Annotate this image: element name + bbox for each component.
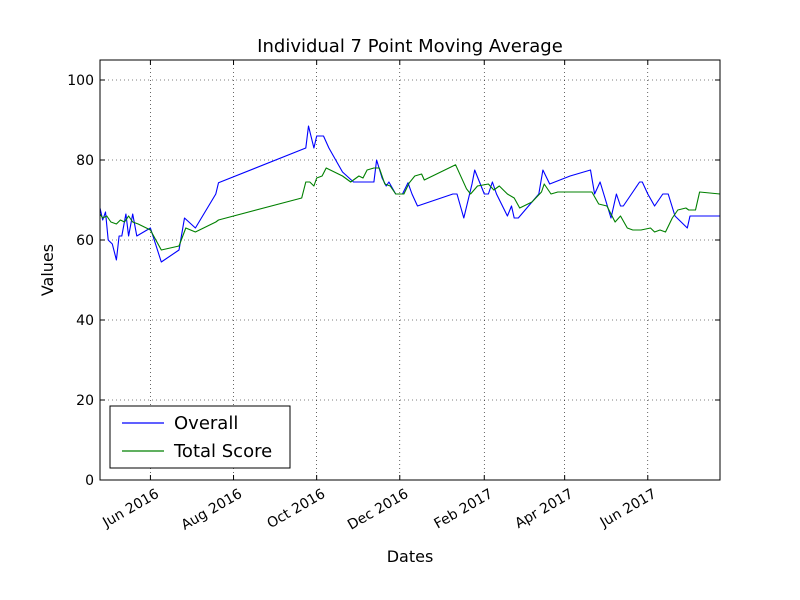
- x-tick-label: Aug 2016: [179, 486, 245, 534]
- legend-label: Overall: [174, 413, 238, 434]
- series-line-total-score: [99, 164, 721, 251]
- series-line-overall: [99, 125, 720, 263]
- chart-title: Individual 7 Point Moving Average: [257, 36, 563, 57]
- x-tick-label: Jun 2016: [99, 486, 162, 531]
- legend-label: Total Score: [173, 441, 272, 462]
- x-tick-label: Apr 2017: [512, 486, 576, 532]
- x-axis-title: Dates: [387, 547, 434, 566]
- y-tick-label: 0: [85, 473, 94, 489]
- y-axis: 0 20 40 60 80 100: [67, 73, 720, 489]
- x-tick-label: Dec 2016: [345, 486, 411, 533]
- y-tick-label: 100: [67, 73, 94, 89]
- y-tick-label: 20: [76, 393, 94, 409]
- series-layer: [99, 125, 721, 263]
- plot-frame: [99, 59, 721, 481]
- y-tick-label: 40: [76, 313, 94, 329]
- legend-box: [109, 405, 291, 469]
- x-tick-label: Feb 2017: [432, 486, 496, 532]
- y-axis-title: Values: [38, 244, 57, 296]
- x-tick-label: Jun 2017: [597, 486, 660, 531]
- legend: Overall Total Score: [109, 405, 291, 469]
- y-tick-label: 80: [76, 153, 94, 169]
- x-tick-label: Oct 2016: [264, 486, 328, 532]
- y-tick-label: 60: [76, 233, 94, 249]
